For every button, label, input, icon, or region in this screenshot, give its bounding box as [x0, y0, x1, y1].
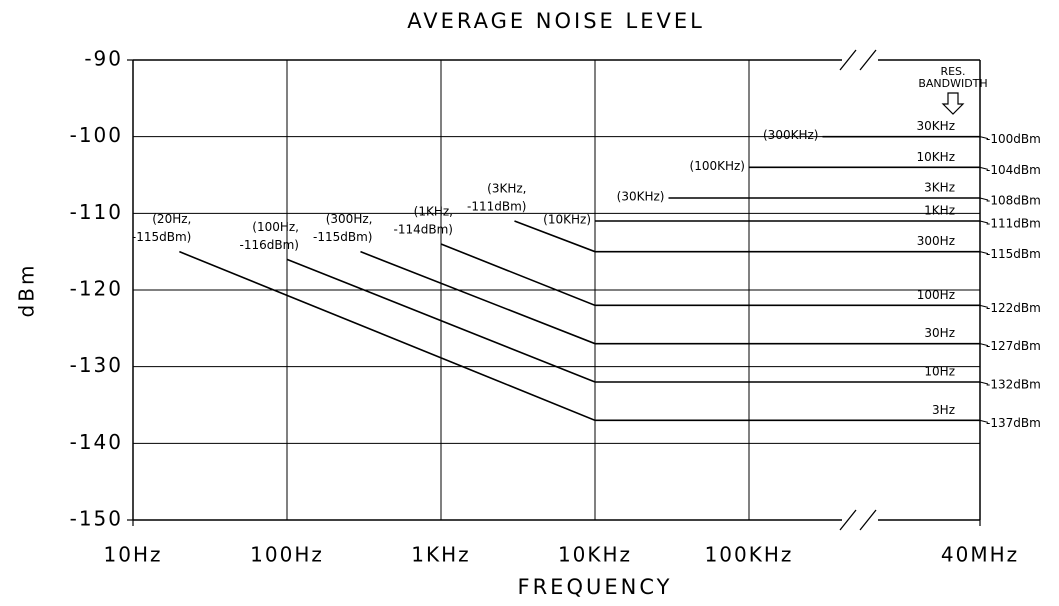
leader-line: [979, 381, 989, 385]
end-label: -104dBm: [986, 163, 1041, 177]
start-label: (3KHz,: [487, 182, 526, 196]
start-label: (30KHz): [617, 190, 665, 204]
arrow: [941, 92, 965, 115]
line: [179, 250, 980, 422]
start-label: (300KHz): [763, 128, 818, 142]
y-tick-label: -140: [70, 430, 123, 454]
end-label: -100dBm: [986, 132, 1041, 146]
start-label: -116dBm): [240, 238, 299, 252]
axis-break: [859, 509, 877, 531]
end-label: -132dBm: [986, 378, 1041, 392]
start-label: (1KHz,: [414, 205, 453, 219]
leader-line: [979, 304, 989, 308]
series-label: 10KHz: [917, 150, 955, 164]
line: [514, 220, 980, 253]
x-axis-label: FREQUENCY: [518, 575, 673, 599]
series-label: 30Hz: [924, 326, 955, 340]
axis-break: [839, 49, 857, 71]
start-label: (300Hz,: [326, 212, 373, 226]
leader-line: [979, 136, 989, 140]
start-label: (100Hz,: [252, 220, 299, 234]
y-tick-label: -90: [84, 47, 123, 71]
x-tick-label: 100Hz: [250, 543, 324, 567]
y-axis-label: dBm: [15, 263, 39, 318]
x-tick-label: 10KHz: [558, 543, 632, 567]
start-label: -115dBm): [132, 230, 191, 244]
annotation: RES.: [940, 65, 965, 78]
x-tick-label: 1KHz: [411, 543, 470, 567]
start-label: -115dBm): [313, 230, 372, 244]
series-label: 100Hz: [917, 288, 955, 302]
line: [440, 243, 980, 307]
leader-line: [979, 166, 989, 170]
axis-break: [859, 49, 877, 71]
end-label: -115dBm: [986, 247, 1041, 261]
series-label: 3KHz: [924, 181, 955, 195]
chart-title: AVERAGE NOISE LEVEL: [407, 9, 705, 33]
line: [286, 258, 980, 383]
series-label: 1KHz: [924, 204, 955, 218]
leader-line: [979, 220, 989, 224]
end-label: -137dBm: [986, 416, 1041, 430]
series-label: 30KHz: [917, 119, 955, 133]
start-label: (20Hz,: [152, 212, 191, 226]
end-label: -108dBm: [986, 194, 1041, 208]
leader-line: [979, 251, 989, 255]
x-tick-label: 40MHz: [941, 543, 1019, 567]
axis-break: [839, 509, 857, 531]
x-tick-label: 10Hz: [104, 543, 163, 567]
end-label: -122dBm: [986, 301, 1041, 315]
series-label: 300Hz: [917, 234, 955, 248]
leader-line: [979, 343, 989, 347]
line: [360, 250, 980, 345]
y-tick-label: -120: [70, 277, 123, 301]
start-label: -114dBm): [394, 223, 453, 237]
start-label: (100KHz): [690, 159, 745, 173]
start-label: -111dBm): [467, 200, 526, 214]
annotation: BANDWIDTH: [918, 77, 987, 90]
leader-line: [979, 419, 989, 423]
start-label: (10KHz): [543, 213, 591, 227]
series-label: 10Hz: [924, 365, 955, 379]
y-tick-label: -130: [70, 353, 123, 377]
end-label: -127dBm: [986, 339, 1041, 353]
series-label: 3Hz: [932, 403, 955, 417]
x-tick-label: 100KHz: [705, 543, 794, 567]
leader-line: [979, 197, 989, 201]
y-tick-label: -100: [70, 123, 123, 147]
y-tick-label: -110: [70, 200, 123, 224]
end-label: -111dBm: [986, 217, 1041, 231]
y-tick-label: -150: [70, 507, 123, 531]
